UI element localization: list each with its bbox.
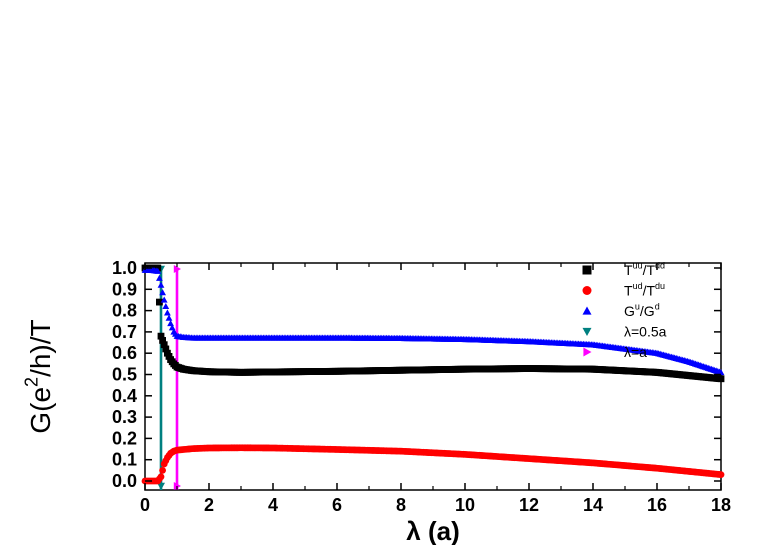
- data-point: [154, 267, 162, 274]
- y-tick-label: 0.8: [112, 301, 137, 321]
- data-point: [162, 302, 170, 310]
- series-gu-gd: [141, 266, 725, 376]
- legend-marker: [582, 306, 592, 315]
- legend-label: λ=a: [624, 344, 647, 360]
- x-tick-label: 10: [455, 495, 475, 515]
- y-axis-title-group: G(e2/h)/T: [21, 319, 56, 433]
- y-tick-label: 0.2: [112, 428, 137, 448]
- x-tick-label: 12: [519, 495, 539, 515]
- legend-item: λ=a: [583, 344, 647, 360]
- legend-label: Tud/Tdu: [624, 281, 665, 298]
- axis-titles: λ (a) G(e2/h)/T: [21, 319, 459, 545]
- y-tick-label: 0.3: [112, 407, 137, 427]
- data-point: [717, 368, 725, 376]
- y-tick-label: 0.6: [112, 343, 137, 363]
- ticks: [144, 263, 722, 490]
- legend-label: Tuu/Tdd: [624, 261, 665, 278]
- legend-label: λ=0.5a: [624, 324, 667, 340]
- y-tick-label: 1.0: [112, 258, 137, 278]
- series-tud-tdu: [141, 444, 725, 485]
- series-tuu-tdd: [141, 264, 725, 383]
- data-point: [157, 281, 165, 288]
- data-layer: [141, 264, 725, 490]
- x-tick-label: 14: [583, 495, 603, 515]
- data-point: [717, 375, 725, 383]
- y-tick-label: 0.0: [112, 471, 137, 491]
- vline-marker-top: [173, 265, 181, 273]
- x-tick-label: 0: [140, 495, 150, 515]
- data-point: [717, 471, 725, 479]
- legend-marker: [583, 347, 592, 357]
- data-point: [159, 466, 167, 474]
- y-tick-label: 0.1: [112, 450, 137, 470]
- x-tick-label: 8: [396, 495, 406, 515]
- x-tick-label: 18: [711, 495, 731, 515]
- legend-item: Gu/Gd: [582, 302, 660, 319]
- legend-marker: [582, 265, 592, 275]
- y-tick-label: 0.5: [112, 365, 137, 385]
- y-axis-title: G(e2/h)/T: [21, 319, 56, 433]
- data-point: [156, 274, 163, 281]
- data-point: [159, 337, 166, 344]
- axes-layer: 0 2 4 6 8 10 12 14 16 180.00.10.20.30.40.50.60.70…: [112, 258, 731, 515]
- data-point: [159, 289, 166, 296]
- legend-item: λ=0.5a: [582, 324, 667, 340]
- x-axis-title: λ (a): [406, 516, 459, 545]
- data-point: [160, 296, 168, 303]
- data-point: [160, 341, 168, 349]
- legend-label: Gu/Gd: [624, 302, 660, 319]
- x-tick-label: 6: [332, 495, 342, 515]
- data-point: [156, 298, 163, 306]
- vline-marker-bottom: [157, 482, 165, 490]
- y-tick-label: 0.9: [112, 279, 137, 299]
- y-tick-label: 0.7: [112, 322, 137, 342]
- data-point: [157, 473, 165, 481]
- x-tick-label: 16: [647, 495, 667, 515]
- legend-marker: [582, 327, 592, 336]
- data-point: [167, 319, 174, 327]
- legend-marker: [582, 286, 592, 295]
- data-point: [162, 345, 170, 353]
- legend-item: Tud/Tdu: [582, 281, 665, 299]
- y-tick-label: 0.4: [112, 386, 137, 406]
- data-point: [165, 314, 173, 321]
- data-point: [157, 332, 165, 340]
- data-point: [164, 309, 171, 316]
- x-tick-label: 2: [204, 495, 214, 515]
- legend-item: Tuu/Tdd: [582, 261, 665, 278]
- x-tick-label: 4: [268, 495, 278, 515]
- legend: Tuu/Tdd Tud/Tdu Gu/Gd λ=0.5a λ=a: [582, 261, 667, 360]
